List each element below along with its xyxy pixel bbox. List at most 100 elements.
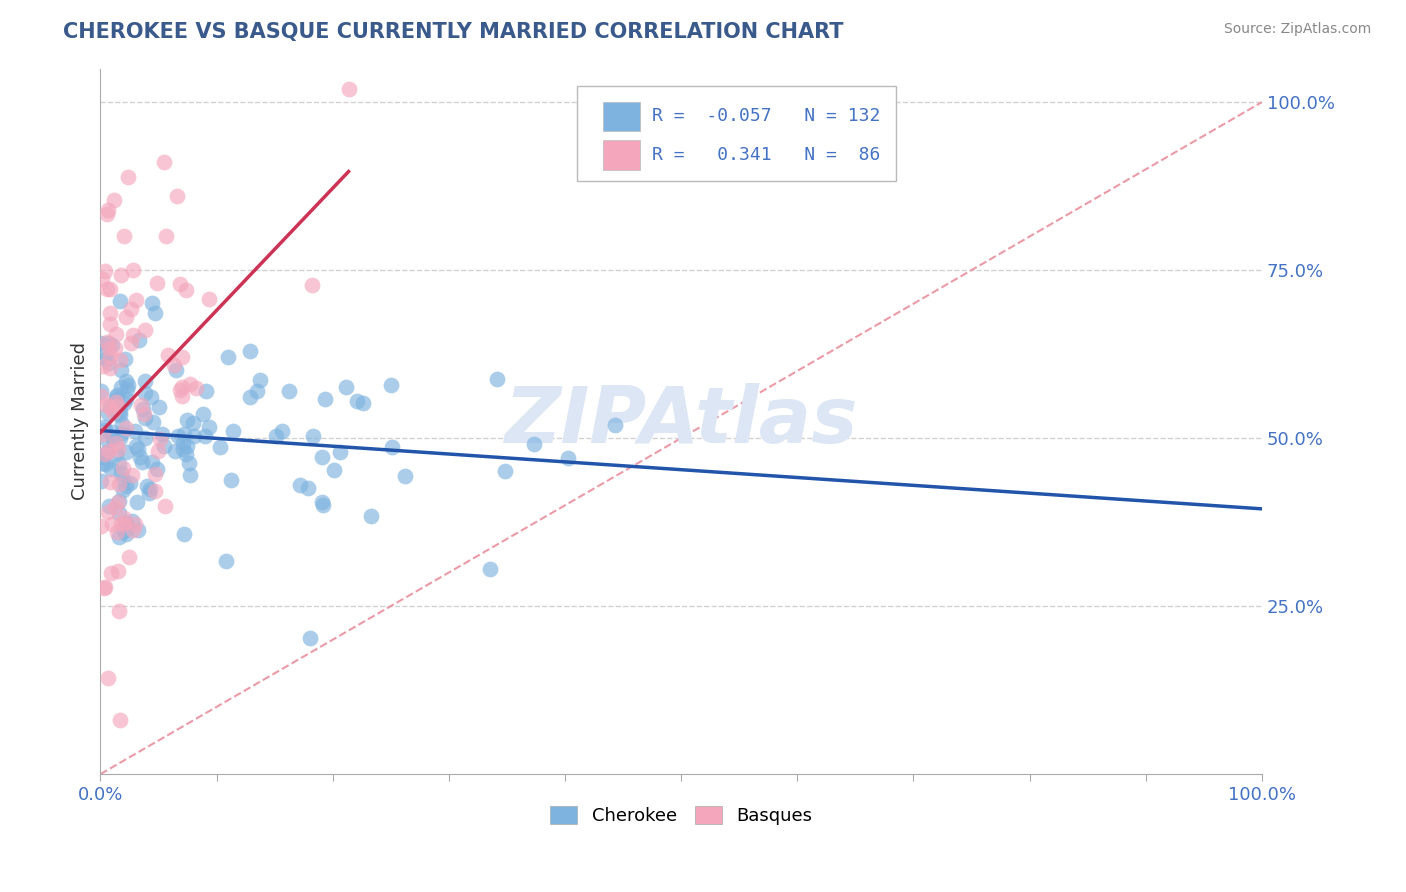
Point [131, 398, 153, 412]
Point [100, 425, 122, 439]
FancyBboxPatch shape [576, 87, 896, 181]
Point [90, 389, 112, 403]
Point [105, 399, 128, 413]
Point [194, 429, 217, 443]
Point [169, 383, 191, 397]
Point [94, 264, 117, 278]
Point [94, 423, 117, 437]
Point [115, 516, 138, 531]
Point [124, 517, 146, 532]
Point [98, 306, 121, 320]
Point [134, 386, 156, 401]
Point [91, 427, 114, 442]
Point [97, 505, 120, 519]
Point [101, 516, 124, 531]
Point [155, 499, 177, 513]
Point [170, 380, 193, 394]
Point [97, 499, 120, 513]
Point [96, 335, 118, 350]
Point [108, 408, 131, 422]
Point [141, 455, 163, 469]
Point [111, 425, 134, 440]
Point [117, 377, 139, 392]
Point [138, 486, 160, 500]
Point [605, 418, 627, 433]
Point [108, 494, 131, 508]
Point [479, 561, 502, 575]
Point [239, 390, 262, 404]
Point [143, 467, 166, 482]
Point [169, 277, 191, 291]
Point [105, 406, 128, 420]
Point [311, 450, 333, 465]
Point [329, 445, 352, 459]
Point [150, 427, 173, 442]
Point [165, 362, 187, 376]
Point [110, 404, 132, 418]
Point [127, 524, 149, 538]
Point [134, 407, 156, 421]
Point [141, 390, 163, 404]
Point [98, 400, 121, 414]
Point [523, 437, 546, 451]
Point [311, 499, 333, 513]
Point [166, 189, 188, 203]
Point [165, 444, 187, 458]
Text: R =  -0.057   N = 132: R = -0.057 N = 132 [652, 107, 880, 125]
Point [131, 455, 153, 469]
Point [114, 479, 136, 493]
Point [98, 349, 121, 363]
Point [105, 390, 128, 404]
Point [98, 443, 121, 458]
Point [311, 495, 333, 509]
Point [120, 301, 142, 316]
Point [105, 524, 128, 539]
Point [394, 468, 416, 483]
Point [360, 508, 382, 523]
Point [179, 456, 201, 470]
Point [110, 466, 132, 480]
Point [90, 475, 112, 489]
Point [98, 475, 121, 489]
Point [115, 392, 138, 406]
Point [107, 604, 129, 618]
Point [105, 388, 128, 402]
Point [121, 523, 143, 537]
Point [183, 429, 205, 443]
Point [112, 460, 135, 475]
Point [97, 434, 120, 448]
Point [214, 554, 236, 568]
Point [108, 353, 131, 368]
Point [142, 415, 165, 429]
Point [278, 384, 301, 398]
Point [112, 229, 135, 244]
Point [111, 417, 134, 432]
Point [172, 442, 194, 456]
Point [91, 359, 114, 373]
Point [127, 442, 149, 456]
Point [217, 350, 239, 364]
Text: R =   0.341   N =  86: R = 0.341 N = 86 [652, 145, 880, 163]
Point [114, 351, 136, 366]
Point [108, 530, 131, 544]
Point [93, 581, 115, 595]
Point [107, 495, 129, 509]
Point [266, 428, 288, 442]
Point [97, 336, 120, 351]
Point [110, 380, 132, 394]
Point [288, 478, 311, 492]
Point [90, 518, 112, 533]
FancyBboxPatch shape [603, 102, 641, 131]
Point [94, 352, 117, 367]
Point [157, 347, 180, 361]
Point [98, 355, 121, 369]
Point [148, 401, 170, 415]
Point [125, 495, 148, 509]
Point [172, 350, 194, 364]
Point [103, 432, 125, 446]
Point [98, 401, 121, 415]
Point [115, 374, 138, 388]
Point [107, 476, 129, 491]
Point [104, 327, 127, 342]
Point [380, 378, 402, 392]
